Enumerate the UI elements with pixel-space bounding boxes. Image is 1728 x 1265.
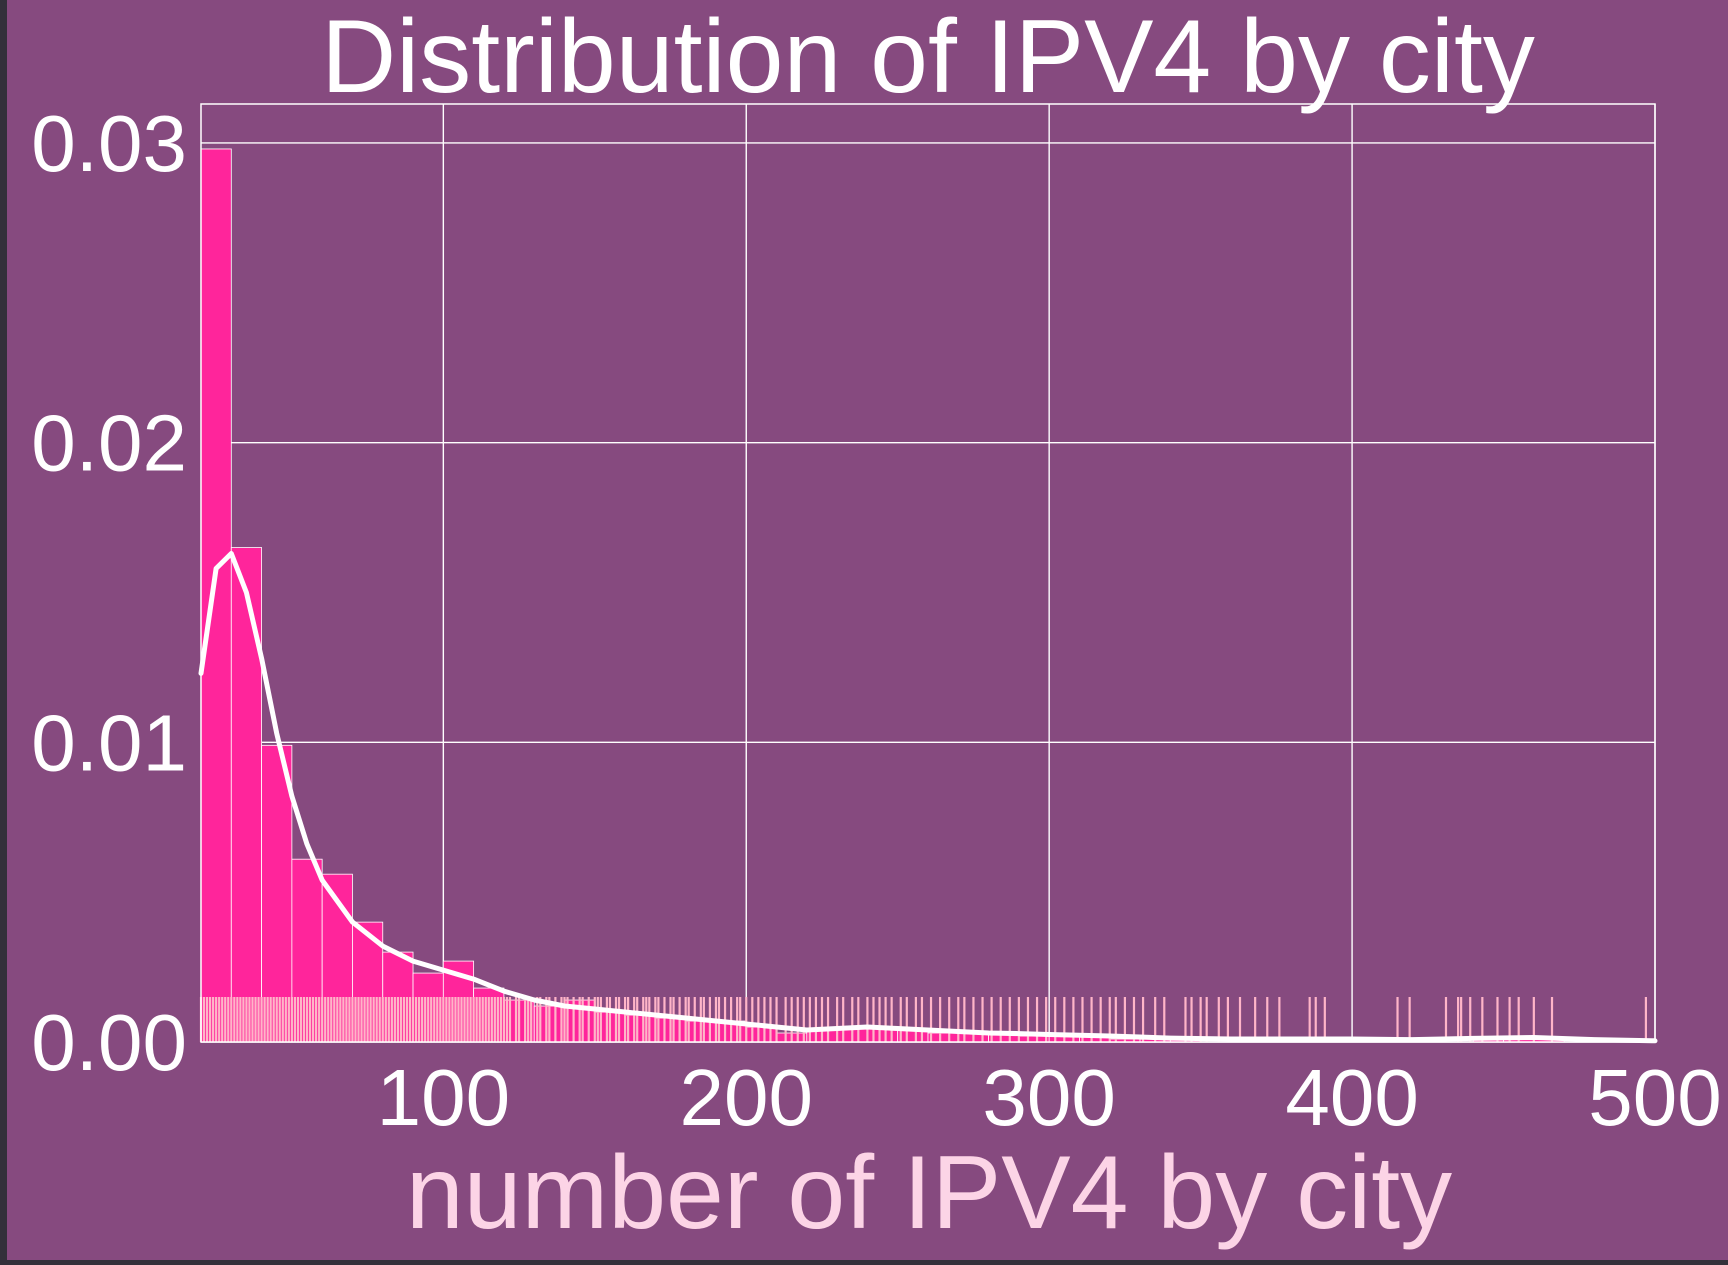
- x-tick-label: 500: [1588, 1053, 1721, 1142]
- y-tick-label: 0.03: [31, 99, 187, 188]
- x-tick-label: 400: [1285, 1053, 1418, 1142]
- x-axis-ticks: 100 200 300 400 500: [377, 1053, 1722, 1142]
- histogram-bar: [624, 1014, 656, 1043]
- x-tick-label: 300: [982, 1053, 1115, 1142]
- plot-frame: [200, 103, 1656, 1043]
- kde-curve: [198, 551, 1658, 1044]
- x-tick-label: 100: [377, 1053, 510, 1142]
- y-tick-label: 0.02: [31, 399, 187, 488]
- histogram-chart: Distribution of IPV4 by city 100 200 300 40…: [7, 0, 1728, 1260]
- chart-figure: Distribution of IPV4 by city 100 200 300 40…: [7, 0, 1728, 1260]
- x-axis-label: number of IPV4 by city: [406, 1135, 1452, 1251]
- histogram-bar: [927, 1032, 959, 1043]
- figure-background: [7, 0, 1728, 1260]
- x-tick-label: 200: [680, 1053, 813, 1142]
- y-tick-label: 0.00: [31, 998, 187, 1087]
- histogram-bar: [200, 148, 232, 1043]
- chart-title: Distribution of IPV4 by city: [321, 0, 1535, 115]
- histogram-bar: [745, 1026, 777, 1043]
- y-axis-ticks: 0.00 0.01 0.02 0.03: [31, 99, 187, 1087]
- rug-marks: [199, 997, 1648, 1042]
- histogram-bar: [1018, 1035, 1050, 1043]
- y-tick-label: 0.01: [31, 698, 187, 787]
- histogram-bar: [230, 547, 262, 1043]
